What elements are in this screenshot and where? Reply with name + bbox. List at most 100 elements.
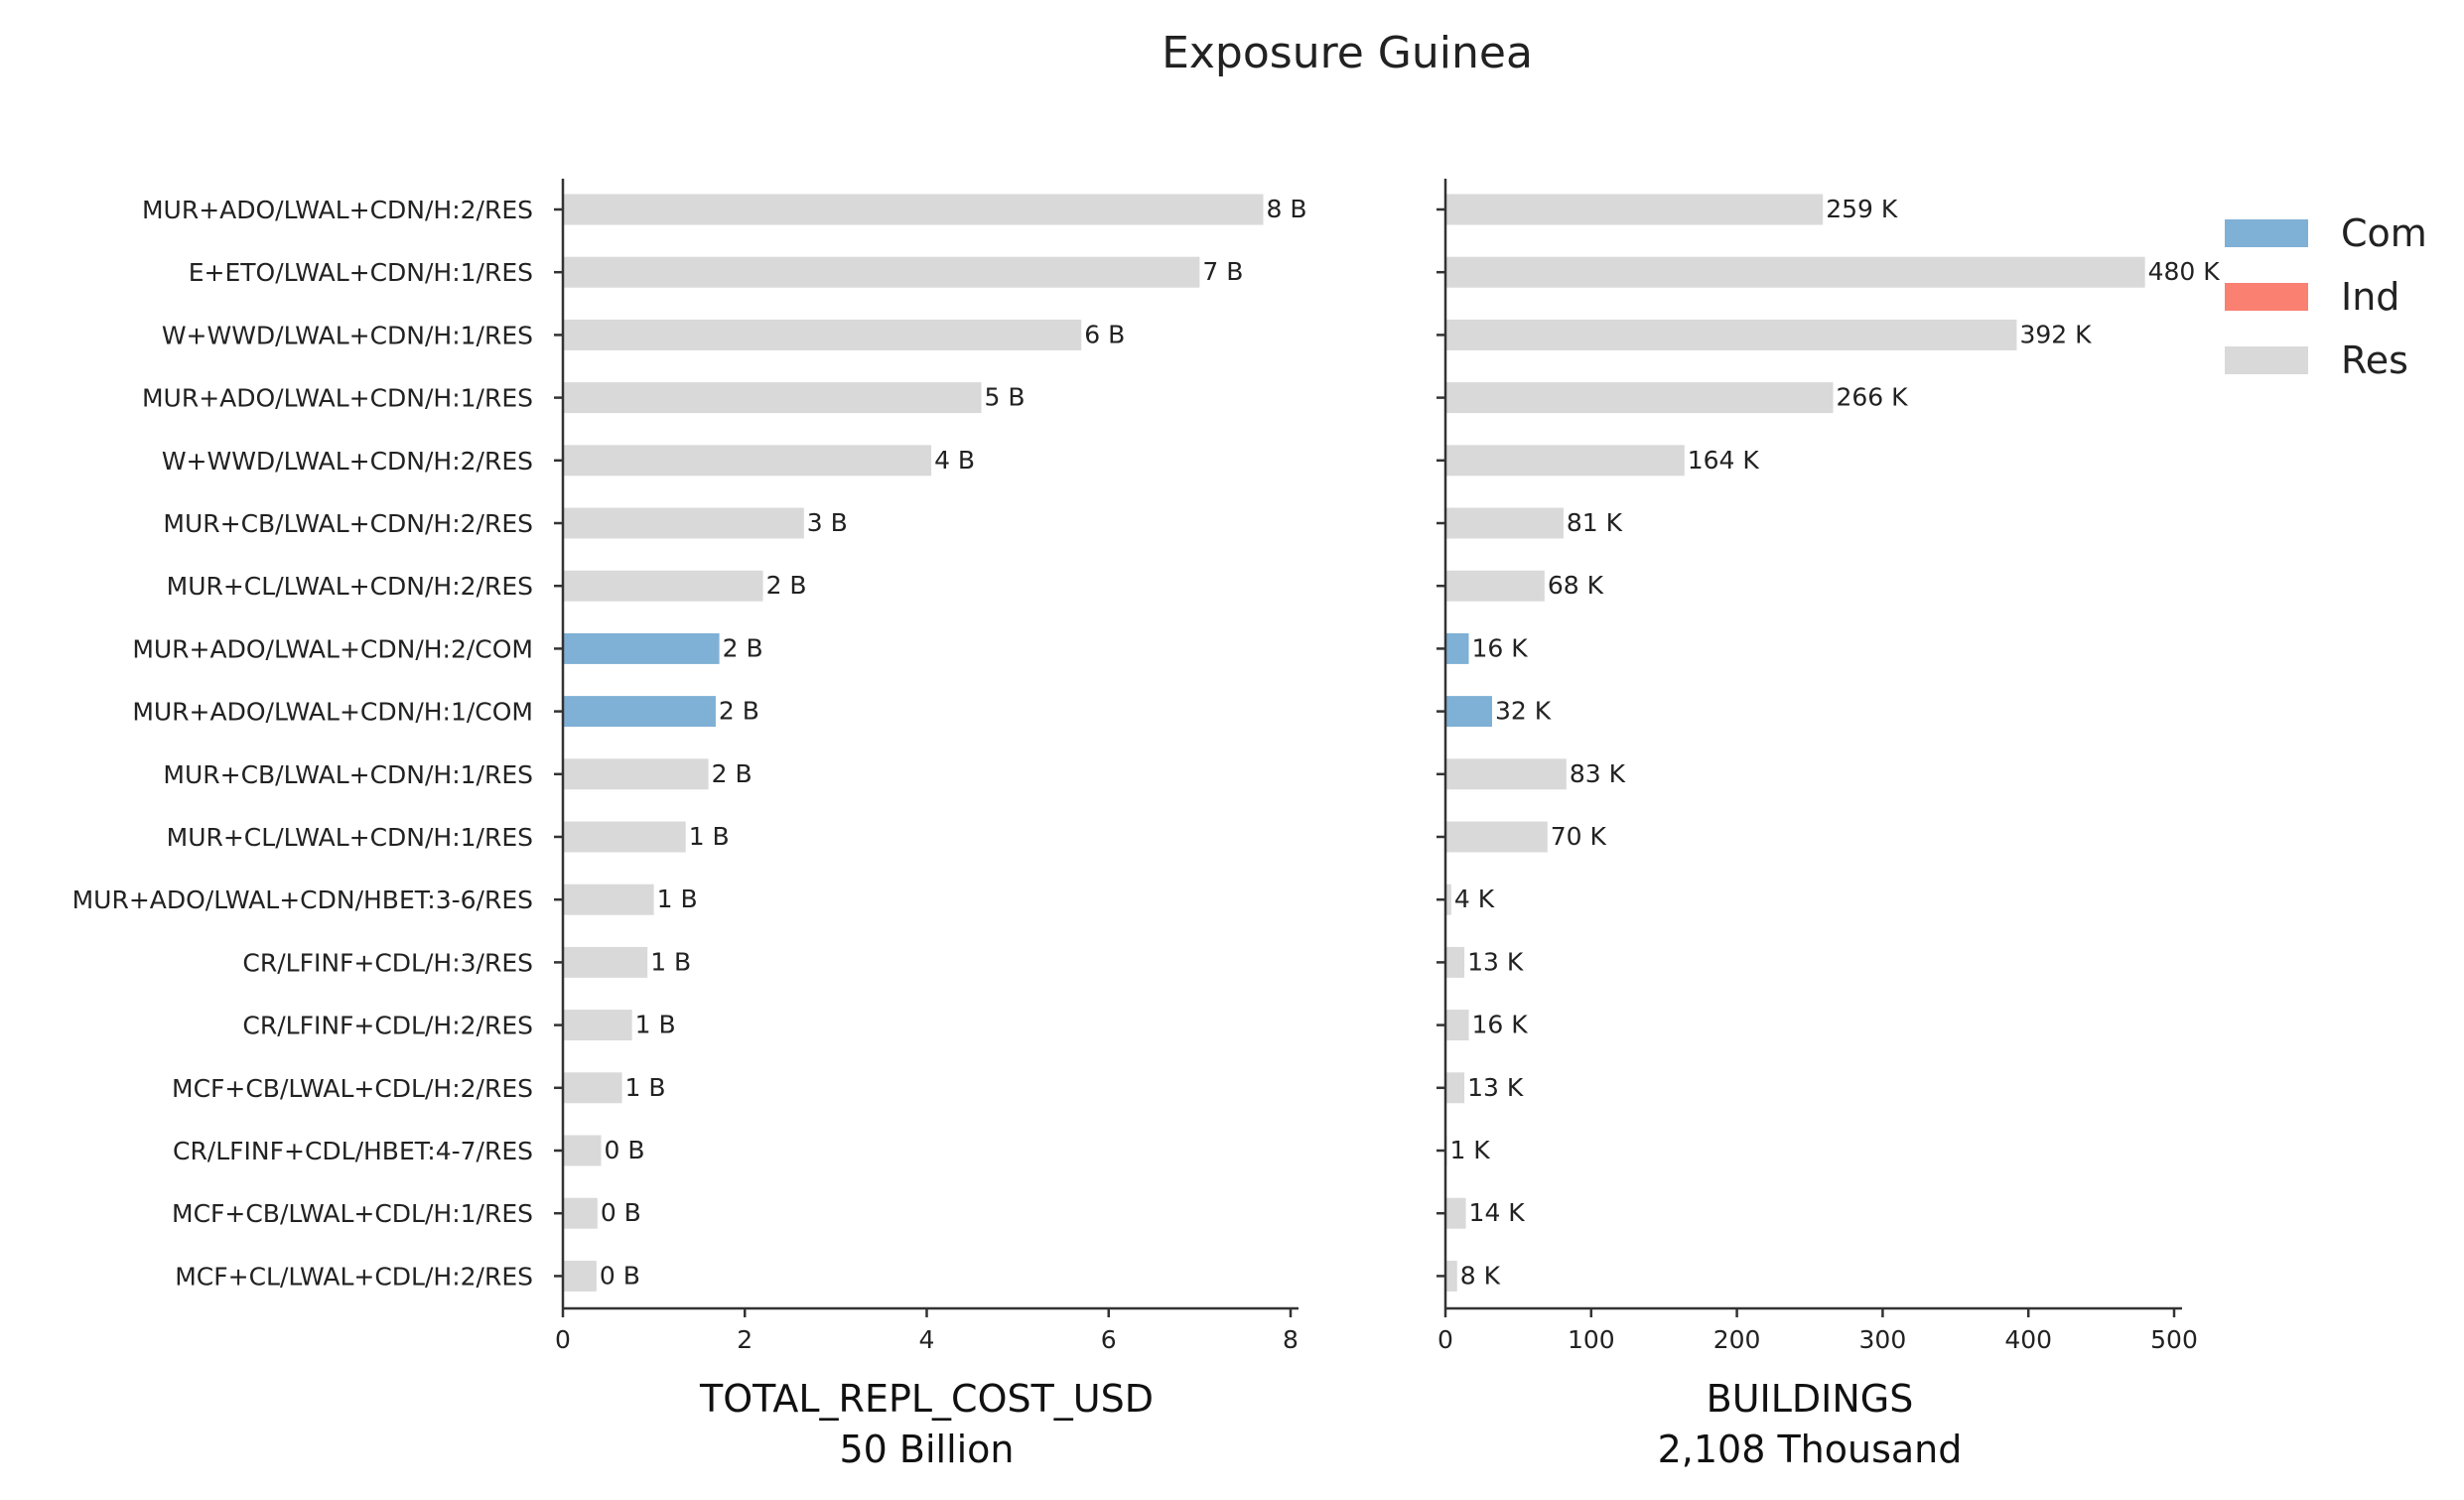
data-label-2-5: 164 K — [1688, 446, 1760, 475]
category-label-16: CR/LFINF+CDL/HBET:4-7/RES — [173, 1137, 533, 1165]
category-label-17: MCF+CB/LWAL+CDL/H:1/RES — [172, 1199, 533, 1228]
category-label-3: W+WWD/LWAL+CDN/H:1/RES — [162, 321, 533, 349]
data-label-1-8: 2 B — [723, 633, 763, 662]
category-label-9: MUR+ADO/LWAL+CDN/H:1/COM — [132, 698, 533, 727]
category-label-11: MUR+CL/LWAL+CDN/H:1/RES — [167, 823, 533, 852]
data-label-2-13: 13 K — [1467, 947, 1524, 976]
bar-2-6 — [1445, 507, 1564, 539]
data-label-2-14: 16 K — [1471, 1011, 1528, 1039]
bar-2-2 — [1445, 256, 2145, 288]
legend-label-res: Res — [2341, 339, 2408, 382]
panel-2: 259 K 480 K 392 K 266 K 164 K 81 K 68 K 16 K 32 … — [1437, 179, 2220, 1471]
data-label-2-3: 392 K — [2019, 320, 2092, 348]
data-label-2-2: 480 K — [2148, 257, 2221, 286]
x-tick-label-1-5: 8 — [1283, 1325, 1299, 1354]
category-label-1: MUR+ADO/LWAL+CDN/H:2/RES — [142, 196, 533, 224]
legend: Com Ind Res — [2225, 211, 2427, 382]
x-tick-label-2-5: 400 — [2004, 1325, 2052, 1354]
bar-1-2 — [563, 256, 1200, 288]
bar-2-17 — [1445, 1197, 1466, 1229]
data-label-2-10: 83 K — [1570, 759, 1626, 788]
data-label-2-4: 266 K — [1836, 383, 1908, 412]
bar-2-4 — [1445, 382, 1834, 414]
data-label-2-9: 32 K — [1495, 697, 1552, 726]
bar-1-6 — [563, 507, 804, 539]
bar-1-16 — [563, 1135, 602, 1166]
bar-1-10 — [563, 758, 709, 790]
panels-layer: 8 B MUR+ADO/LWAL+CDN/H:2/RES 7 B E+ETO/LWAL… — [72, 179, 2220, 1471]
bar-2-3 — [1445, 319, 2017, 350]
bar-2-18 — [1445, 1260, 1457, 1292]
legend-swatch-ind — [2225, 283, 2308, 311]
data-label-2-18: 8 K — [1460, 1261, 1501, 1290]
legend-label-ind: Ind — [2341, 275, 2399, 319]
category-label-15: MCF+CB/LWAL+CDL/H:2/RES — [172, 1074, 533, 1103]
legend-swatch-res — [2225, 346, 2308, 374]
x-axis-title-2: BUILDINGS — [1707, 1377, 1914, 1421]
bar-2-11 — [1445, 821, 1548, 853]
x-axis-subtitle-1: 50 Billion — [839, 1428, 1014, 1471]
data-label-1-5: 4 B — [934, 446, 975, 475]
data-label-2-12: 4 K — [1454, 885, 1495, 913]
bar-1-3 — [563, 319, 1082, 350]
data-label-2-15: 13 K — [1467, 1073, 1524, 1102]
legend-swatch-com — [2225, 219, 2308, 247]
x-tick-label-1-3: 4 — [919, 1325, 935, 1354]
bar-1-9 — [563, 696, 716, 728]
category-label-4: MUR+ADO/LWAL+CDN/H:1/RES — [142, 384, 533, 413]
bar-2-9 — [1445, 696, 1492, 728]
x-tick-label-2-2: 100 — [1568, 1325, 1615, 1354]
panel-1: 8 B MUR+ADO/LWAL+CDN/H:2/RES 7 B E+ETO/LWAL… — [72, 179, 1307, 1471]
x-axis-subtitle-2: 2,108 Thousand — [1658, 1428, 1963, 1471]
x-tick-label-1-2: 2 — [737, 1325, 753, 1354]
bar-1-17 — [563, 1197, 598, 1229]
bar-2-5 — [1445, 445, 1685, 477]
category-label-2: E+ETO/LWAL+CDN/H:1/RES — [189, 258, 533, 287]
bar-2-15 — [1445, 1072, 1465, 1104]
bar-2-7 — [1445, 570, 1545, 602]
chart-title: Exposure Guinea — [1162, 28, 1533, 78]
data-label-1-4: 5 B — [984, 383, 1025, 412]
x-tick-label-1-1: 0 — [555, 1325, 571, 1354]
bar-2-13 — [1445, 946, 1465, 978]
x-axis-title-1: TOTAL_REPL_COST_USD — [699, 1377, 1154, 1421]
data-label-2-7: 68 K — [1548, 571, 1604, 600]
category-label-10: MUR+CB/LWAL+CDN/H:1/RES — [163, 760, 533, 789]
x-tick-label-2-6: 500 — [2150, 1325, 2198, 1354]
bar-1-7 — [563, 570, 763, 602]
bar-2-1 — [1445, 194, 1824, 225]
data-label-1-6: 3 B — [807, 508, 848, 537]
data-label-1-11: 1 B — [689, 822, 730, 851]
bar-1-14 — [563, 1010, 632, 1041]
category-label-14: CR/LFINF+CDL/H:2/RES — [242, 1012, 533, 1040]
bar-2-10 — [1445, 758, 1567, 790]
category-label-6: MUR+CB/LWAL+CDN/H:2/RES — [163, 509, 533, 538]
bar-1-15 — [563, 1072, 622, 1104]
category-label-8: MUR+ADO/LWAL+CDN/H:2/COM — [132, 634, 533, 663]
data-label-1-13: 1 B — [650, 947, 691, 976]
x-tick-label-2-3: 200 — [1713, 1325, 1761, 1354]
category-label-12: MUR+ADO/LWAL+CDN/HBET:3-6/RES — [72, 886, 533, 914]
data-label-2-17: 14 K — [1469, 1198, 1526, 1227]
bar-1-5 — [563, 445, 932, 477]
bar-2-8 — [1445, 632, 1469, 664]
category-label-7: MUR+CL/LWAL+CDN/H:2/RES — [167, 572, 533, 601]
bar-1-12 — [563, 884, 654, 915]
bar-2-14 — [1445, 1010, 1469, 1041]
data-label-1-18: 0 B — [600, 1261, 640, 1290]
data-label-2-6: 81 K — [1567, 508, 1623, 537]
bar-1-4 — [563, 382, 982, 414]
bar-1-18 — [563, 1260, 597, 1292]
data-label-2-8: 16 K — [1471, 633, 1528, 662]
category-label-5: W+WWD/LWAL+CDN/H:2/RES — [162, 447, 533, 476]
category-label-18: MCF+CL/LWAL+CDL/H:2/RES — [175, 1262, 533, 1291]
data-label-1-15: 1 B — [625, 1073, 666, 1102]
data-label-2-1: 259 K — [1826, 195, 1898, 223]
bar-1-1 — [563, 194, 1264, 225]
x-tick-label-2-1: 0 — [1437, 1325, 1453, 1354]
data-label-1-9: 2 B — [719, 697, 759, 726]
data-label-1-1: 8 B — [1267, 195, 1307, 223]
data-label-2-16: 1 K — [1449, 1136, 1490, 1164]
